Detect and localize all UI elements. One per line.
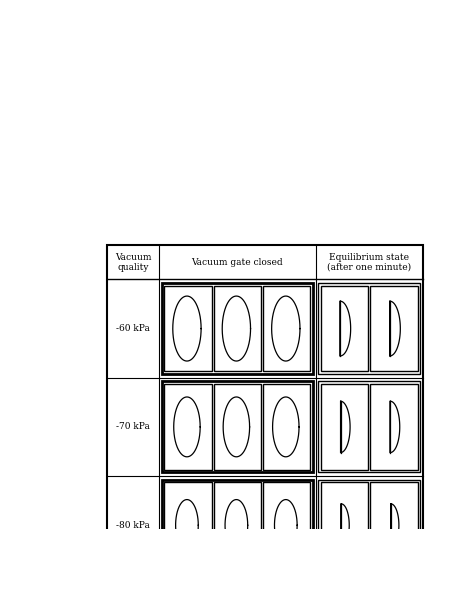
Text: Vacuum gate closed: Vacuum gate closed [191, 258, 283, 267]
Bar [162, 578, 312, 594]
Bar [320, 482, 368, 568]
Bar [214, 581, 261, 594]
Text: -80 kPa: -80 kPa [116, 521, 150, 530]
Bar [263, 482, 310, 568]
Bar [370, 286, 418, 371]
Bar [319, 381, 420, 472]
Bar [370, 482, 418, 568]
Text: Equilibrium state
(after one minute): Equilibrium state (after one minute) [327, 252, 411, 272]
Bar [319, 480, 420, 571]
Text: -60 kPa: -60 kPa [116, 324, 150, 333]
Bar [162, 381, 312, 472]
Bar [214, 482, 261, 568]
Text: Vacuum
quality: Vacuum quality [115, 252, 151, 272]
Bar [370, 384, 418, 470]
Bar [162, 283, 312, 374]
Bar [164, 286, 211, 371]
Bar [164, 482, 211, 568]
Bar [320, 286, 368, 371]
Bar [320, 581, 368, 594]
Text: -70 kPa: -70 kPa [116, 422, 150, 431]
Bar [263, 384, 310, 470]
Bar [107, 245, 423, 594]
Bar [164, 384, 211, 470]
Bar [319, 283, 420, 374]
Bar [319, 578, 420, 594]
Bar [164, 581, 211, 594]
Bar [162, 480, 312, 571]
Bar [370, 581, 418, 594]
Bar [320, 384, 368, 470]
Bar [214, 286, 261, 371]
Bar [263, 286, 310, 371]
Bar [214, 384, 261, 470]
Bar [263, 581, 310, 594]
